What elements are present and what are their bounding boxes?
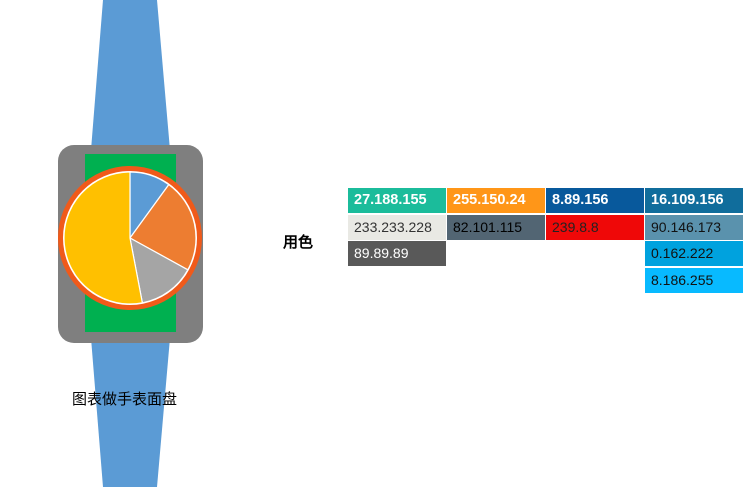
palette-label: 用色 — [283, 233, 314, 251]
swatch-orange: 255.150.24 — [447, 188, 545, 213]
swatch-dark-gray: 89.89.89 — [348, 241, 446, 266]
watch-strap-top — [91, 0, 170, 150]
swatch-steel-blue: 90.146.173 — [645, 215, 743, 240]
pie-chart — [63, 171, 197, 305]
pie-slice-3 — [129, 236, 189, 304]
swatch-blue: 16.109.156 — [645, 188, 743, 213]
swatch-red: 239.8.8 — [546, 215, 644, 240]
pie-slice-2 — [129, 183, 197, 271]
swatch-bright-blue: 8.186.255 — [645, 268, 743, 293]
pie-slice-4 — [63, 171, 144, 305]
swatch-teal: 27.188.155 — [348, 188, 446, 213]
swatch-navy: 8.89.156 — [546, 188, 644, 213]
swatch-light-gray: 233.233.228 — [348, 215, 446, 240]
watch-strap-bottom — [91, 338, 170, 487]
watch-illustration — [58, 0, 203, 487]
swatch-sky-blue: 0.162.222 — [645, 241, 743, 266]
watch-caption: 图表做手表面盘 — [72, 390, 178, 408]
swatch-slate: 82.101.115 — [447, 215, 545, 240]
